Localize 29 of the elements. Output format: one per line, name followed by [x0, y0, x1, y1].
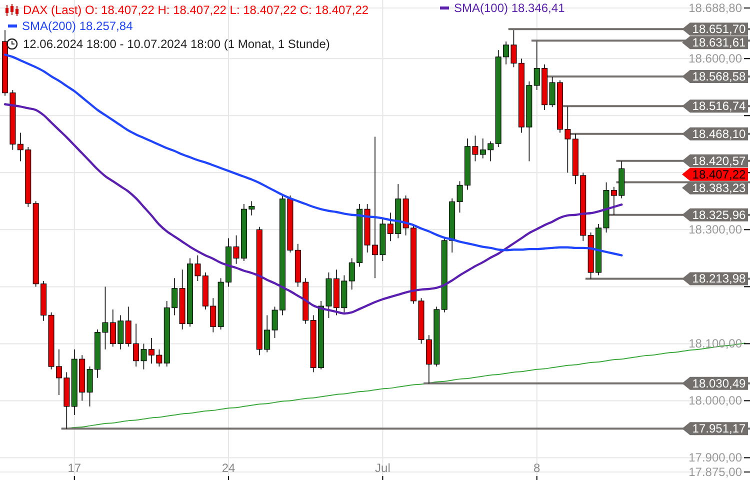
annotation: 18.407,22	[692, 167, 746, 182]
y-tick-label: 18.688,80	[688, 1, 742, 15]
ref-line-label: 18.325,96	[692, 208, 746, 222]
ref-line-label: 18.651,70	[692, 22, 746, 36]
x-tick-label: Jul	[375, 461, 390, 475]
y-tick-label: 18.100,00	[688, 336, 742, 351]
y-tick-label: 18.000,00	[688, 394, 742, 408]
text: SMA(200) 18.257,84	[22, 19, 134, 33]
text: 12.06.2024 18:00 - 10.07.2024 18:00 (1 Monat, 1 Stunde)	[23, 37, 330, 51]
ref-line-label: 18.213,98	[692, 272, 746, 286]
ref-line-label: 18.631,61	[692, 36, 746, 50]
line-series	[4, 54, 623, 256]
y-tick-label: 17.900,00	[688, 450, 742, 465]
y-tick-label: 18.300,00	[688, 222, 742, 237]
ref-line-label: 18.568,58	[692, 70, 746, 84]
y-tick-label: 18.600,00	[688, 52, 742, 66]
x-tick-label: 17	[68, 461, 82, 475]
ref-line-label: 18.030,49	[692, 376, 746, 390]
ref-line-label: 17.951,17	[692, 422, 746, 436]
line-series	[4, 103, 623, 315]
x-tick-label: 8	[534, 461, 541, 475]
chart-title: DAX (Last) O: 18.407,22 H: 18.407,22 L: 18.407,22 C: 18.407,22	[23, 3, 369, 17]
ref-line-label: 18.420,57	[692, 154, 746, 168]
ref-line-label: 18.516,74	[692, 99, 746, 114]
text: SMA(100) 18.346,41	[454, 1, 566, 15]
ref-line-label: 18.383,23	[692, 180, 746, 195]
y-tick-label: 17.875,00	[688, 465, 742, 479]
ref-line-label: 18.468,10	[692, 126, 746, 141]
x-tick-label: 24	[222, 461, 236, 475]
